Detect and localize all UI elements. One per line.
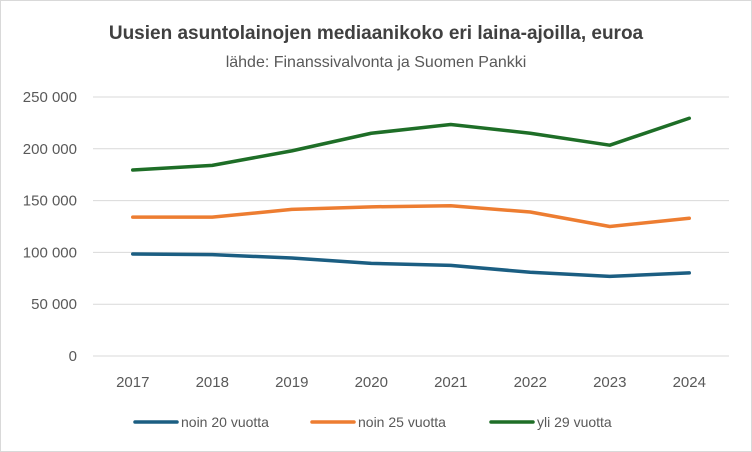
legend-label: noin 25 vuotta bbox=[358, 414, 446, 430]
x-tick-label: 2017 bbox=[116, 374, 149, 391]
x-tick-label: 2024 bbox=[673, 374, 706, 391]
y-tick-label: 150 000 bbox=[23, 193, 77, 210]
chart-title: Uusien asuntolainojen mediaanikoko eri l… bbox=[109, 23, 644, 44]
legend-label: yli 29 vuotta bbox=[537, 414, 612, 430]
x-tick-label: 2020 bbox=[355, 374, 388, 391]
x-tick-label: 2019 bbox=[275, 374, 308, 391]
series-line-2 bbox=[131, 116, 691, 172]
y-tick-label: 100 000 bbox=[23, 244, 77, 261]
y-tick-label: 200 000 bbox=[23, 141, 77, 158]
y-tick-label: 0 bbox=[69, 348, 77, 365]
series-line-0 bbox=[131, 252, 691, 279]
y-tick-label: 50 000 bbox=[31, 296, 77, 313]
x-tick-label: 2023 bbox=[593, 374, 626, 391]
x-tick-label: 2018 bbox=[196, 374, 229, 391]
legend-label: noin 20 vuotta bbox=[181, 414, 269, 430]
chart-subtitle: lähde: Finanssivalvonta ja Suomen Pankki bbox=[226, 54, 527, 71]
x-tick-label: 2021 bbox=[434, 374, 467, 391]
x-tick-label: 2022 bbox=[514, 374, 547, 391]
y-tick-label: 250 000 bbox=[23, 89, 77, 106]
series-line-1 bbox=[131, 204, 691, 229]
